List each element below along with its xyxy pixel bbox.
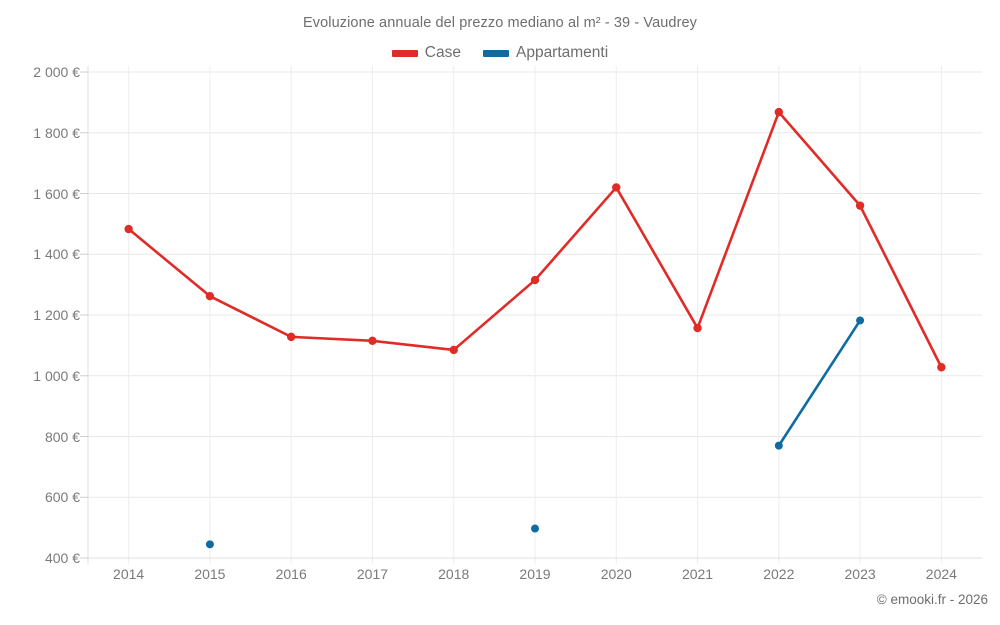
x-tick-label-2019: 2019 bbox=[519, 566, 551, 582]
legend-swatch-case bbox=[391, 49, 418, 57]
data-point-case-2018[interactable] bbox=[449, 345, 458, 355]
data-point-case-2015[interactable] bbox=[205, 291, 215, 301]
series-line-appartamenti bbox=[777, 319, 862, 447]
data-point-case-2017[interactable] bbox=[368, 336, 377, 346]
data-point-case-2016[interactable] bbox=[286, 332, 296, 342]
data-point-case-2019[interactable] bbox=[530, 275, 540, 285]
copyright-credit: © emooki.fr - 2026 bbox=[876, 592, 988, 607]
x-tick-label-2016: 2016 bbox=[275, 566, 307, 582]
data-point-appartamenti-2015[interactable] bbox=[205, 540, 214, 549]
data-point-case-2021[interactable] bbox=[693, 323, 702, 333]
data-point-case-2024[interactable] bbox=[937, 363, 946, 372]
x-tick-label-2021: 2021 bbox=[681, 566, 714, 582]
legend-item-appartamenti[interactable]: Appartamenti bbox=[482, 44, 609, 62]
data-series bbox=[124, 107, 946, 549]
legend-label-appartamenti: Appartamenti bbox=[515, 44, 609, 61]
x-tick-label-2017: 2017 bbox=[356, 566, 389, 582]
axis-lines bbox=[80, 66, 982, 564]
x-tick-label-2022: 2022 bbox=[763, 566, 795, 582]
chart-legend: Case Appartamenti bbox=[0, 44, 1000, 62]
data-point-appartamenti-2023[interactable] bbox=[856, 316, 865, 325]
y-tick-label: 800 € bbox=[44, 428, 80, 445]
data-point-case-2023[interactable] bbox=[855, 201, 865, 210]
data-point-case-2014[interactable] bbox=[124, 224, 133, 234]
y-axis-ticks: 2 000 € 1 800 € 1 600 € 1 400 € 1 200 € 1 000… bbox=[0, 0, 80, 625]
legend-label-case: Case bbox=[424, 44, 461, 61]
y-tick-label: 1 600 € bbox=[33, 185, 80, 202]
legend-swatch-appartamenti bbox=[482, 49, 509, 57]
data-point-appartamenti-2022[interactable] bbox=[774, 441, 783, 450]
y-tick-label: 1 200 € bbox=[33, 307, 80, 323]
legend-item-case[interactable]: Case bbox=[391, 44, 461, 62]
y-tick-label: 600 € bbox=[44, 489, 80, 506]
x-tick-label-2018: 2018 bbox=[438, 566, 470, 582]
data-point-appartamenti-2019[interactable] bbox=[531, 524, 539, 533]
x-tick-label-2015: 2015 bbox=[194, 566, 226, 582]
x-tick-label-2023: 2023 bbox=[844, 566, 876, 582]
data-point-case-2022[interactable] bbox=[774, 107, 784, 117]
data-point-case-2020[interactable] bbox=[612, 183, 621, 192]
chart-title: Evoluzione annuale del prezzo mediano al… bbox=[302, 15, 698, 31]
x-tick-label-2024: 2024 bbox=[925, 566, 957, 582]
y-tick-label: 1 400 € bbox=[33, 246, 80, 263]
x-tick-label-2014: 2014 bbox=[113, 566, 145, 582]
y-tick-label: 2 000 € bbox=[33, 64, 80, 80]
y-tick-label: 400 € bbox=[44, 550, 80, 566]
x-tick-label-2020: 2020 bbox=[600, 566, 632, 582]
y-tick-label: 1 000 € bbox=[33, 367, 80, 384]
y-tick-label: 1 800 € bbox=[33, 124, 80, 141]
